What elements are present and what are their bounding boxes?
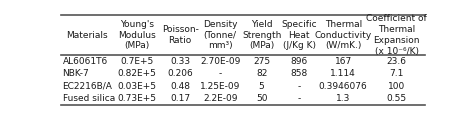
- Text: -: -: [298, 82, 301, 91]
- Text: -: -: [298, 94, 301, 103]
- Text: Thermal
Conductivity
(W/mK.): Thermal Conductivity (W/mK.): [315, 20, 372, 50]
- Text: 100: 100: [388, 82, 405, 91]
- Text: 0.73E+5: 0.73E+5: [118, 94, 157, 103]
- Text: 50: 50: [256, 94, 267, 103]
- Text: 0.82E+5: 0.82E+5: [118, 69, 157, 78]
- Text: 82: 82: [256, 69, 267, 78]
- Text: 1.114: 1.114: [330, 69, 356, 78]
- Text: 896: 896: [291, 57, 308, 66]
- Text: 5: 5: [259, 82, 264, 91]
- Text: Specific
Heat
(J/Kg K): Specific Heat (J/Kg K): [281, 20, 317, 50]
- Text: Fused silica: Fused silica: [63, 94, 115, 103]
- Text: Poisson-
Ratio: Poisson- Ratio: [162, 25, 199, 45]
- Text: 0.03E+5: 0.03E+5: [118, 82, 157, 91]
- Text: 1.25E-09: 1.25E-09: [200, 82, 240, 91]
- Text: EC2216B/A: EC2216B/A: [63, 82, 112, 91]
- Text: Materials: Materials: [66, 31, 107, 40]
- Text: Young's
Modulus
(MPa): Young's Modulus (MPa): [118, 20, 156, 50]
- Text: 167: 167: [335, 57, 352, 66]
- Text: 0.206: 0.206: [167, 69, 193, 78]
- Text: -: -: [219, 69, 222, 78]
- Text: 0.3946076: 0.3946076: [319, 82, 367, 91]
- Text: 0.48: 0.48: [170, 82, 190, 91]
- Text: Density
(Tonne/
mm³): Density (Tonne/ mm³): [203, 20, 237, 50]
- Text: AL6061T6: AL6061T6: [63, 57, 108, 66]
- Text: 0.33: 0.33: [170, 57, 190, 66]
- Text: 858: 858: [291, 69, 308, 78]
- Text: 0.17: 0.17: [170, 94, 190, 103]
- Text: 23.6: 23.6: [387, 57, 407, 66]
- Text: Coefficient of
Thermal
Expansion
(x 10⁻⁶/K): Coefficient of Thermal Expansion (x 10⁻⁶…: [366, 14, 427, 56]
- Text: 7.1: 7.1: [390, 69, 404, 78]
- Text: NBK-7: NBK-7: [63, 69, 89, 78]
- Text: 275: 275: [253, 57, 270, 66]
- Text: 2.2E-09: 2.2E-09: [203, 94, 237, 103]
- Text: Yield
Strength
(MPa): Yield Strength (MPa): [242, 20, 282, 50]
- Text: 0.7E+5: 0.7E+5: [121, 57, 154, 66]
- Text: 2.70E-09: 2.70E-09: [200, 57, 240, 66]
- Text: 1.3: 1.3: [336, 94, 350, 103]
- Text: 0.55: 0.55: [387, 94, 407, 103]
